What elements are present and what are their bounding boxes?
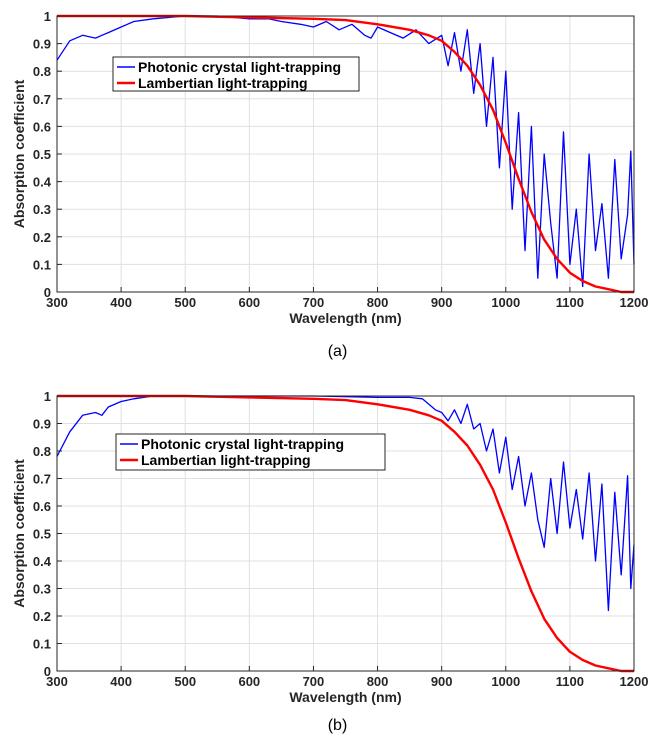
x-tick-label: 600	[238, 295, 260, 310]
y-tick-label: 0.1	[33, 637, 51, 652]
legend: Photonic crystal light-trappingLambertia…	[115, 433, 386, 471]
y-tick-label: 0.2	[33, 230, 51, 245]
y-tick-label: 0.7	[33, 92, 51, 107]
y-tick-label: 0.6	[33, 499, 51, 514]
x-tick-label: 1000	[491, 674, 520, 689]
x-tick-label: 1200	[620, 674, 649, 689]
x-tick-label: 700	[303, 674, 325, 689]
y-tick-label: 0.3	[33, 202, 51, 217]
series-line-photonic-crystal	[56, 395, 635, 612]
y-axis-title: Absorption coefficient	[11, 459, 27, 608]
x-tick-label: 800	[367, 295, 389, 310]
legend-label-photonic-crystal: Photonic crystal light-trapping	[141, 436, 344, 452]
panel-caption: (a)	[328, 343, 348, 360]
chart-panel-a: 300 400 500 600 700 800 900 1000 1100 1200 0 0.1 0.2…	[11, 9, 648, 360]
legend: Photonic crystal light-trappingLambertia…	[112, 56, 360, 92]
y-tick-label: 0.8	[33, 444, 51, 459]
legend-label-lambertian: Lambertian light-trapping	[138, 75, 308, 91]
x-tick-label: 1100	[556, 295, 584, 310]
y-tick-label: 0	[44, 285, 51, 300]
y-tick-label: 0	[44, 664, 51, 679]
y-tick-label: 0.2	[33, 609, 51, 624]
x-tick-label: 300	[46, 295, 68, 310]
x-tick-label: 1200	[620, 295, 649, 310]
y-tick-label: 0.8	[33, 64, 51, 79]
y-tick-label: 0.5	[33, 147, 51, 162]
x-tick-label: 900	[431, 674, 453, 689]
y-tick-label: 0.7	[33, 472, 51, 487]
y-tick-label: 0.4	[33, 554, 52, 569]
x-tick-label: 600	[238, 674, 260, 689]
series-line-lambertian	[57, 14, 634, 294]
y-tick-label: 1	[44, 9, 51, 24]
chart-panel-b: 300 400 500 600 700 800 900 1000 1100 1200 0 0.1 0.2…	[11, 389, 648, 734]
x-tick-label: 400	[110, 674, 132, 689]
x-axis-title: Wavelength (nm)	[289, 689, 401, 705]
panel-caption: (b)	[328, 717, 348, 734]
y-tick-label: 0.3	[33, 582, 51, 597]
y-tick-label: 1	[44, 389, 51, 404]
x-axis-title: Wavelength (nm)	[289, 310, 401, 326]
x-tick-label: 1000	[491, 295, 520, 310]
x-tick-label: 300	[46, 674, 68, 689]
x-tick-label: 700	[303, 295, 325, 310]
x-tick-label: 400	[110, 295, 132, 310]
x-tick-label: 900	[431, 295, 453, 310]
y-tick-label: 0.5	[33, 527, 51, 542]
x-tick-label: 500	[174, 674, 196, 689]
legend-label-photonic-crystal: Photonic crystal light-trapping	[138, 59, 341, 75]
y-tick-label: 0.9	[33, 417, 51, 432]
y-tick-label: 0.4	[33, 175, 52, 190]
x-tick-label: 1100	[556, 674, 584, 689]
legend-box	[115, 433, 386, 471]
series-line-lambertian	[57, 394, 634, 673]
y-axis-title: Absorption coefficient	[11, 79, 27, 228]
legend-label-lambertian: Lambertian light-trapping	[141, 452, 311, 468]
x-tick-label: 500	[174, 295, 196, 310]
y-tick-label: 0.1	[33, 257, 51, 272]
legend-box	[112, 56, 360, 92]
y-tick-label: 0.9	[33, 37, 51, 52]
x-tick-label: 800	[367, 674, 389, 689]
y-tick-label: 0.6	[33, 119, 51, 134]
